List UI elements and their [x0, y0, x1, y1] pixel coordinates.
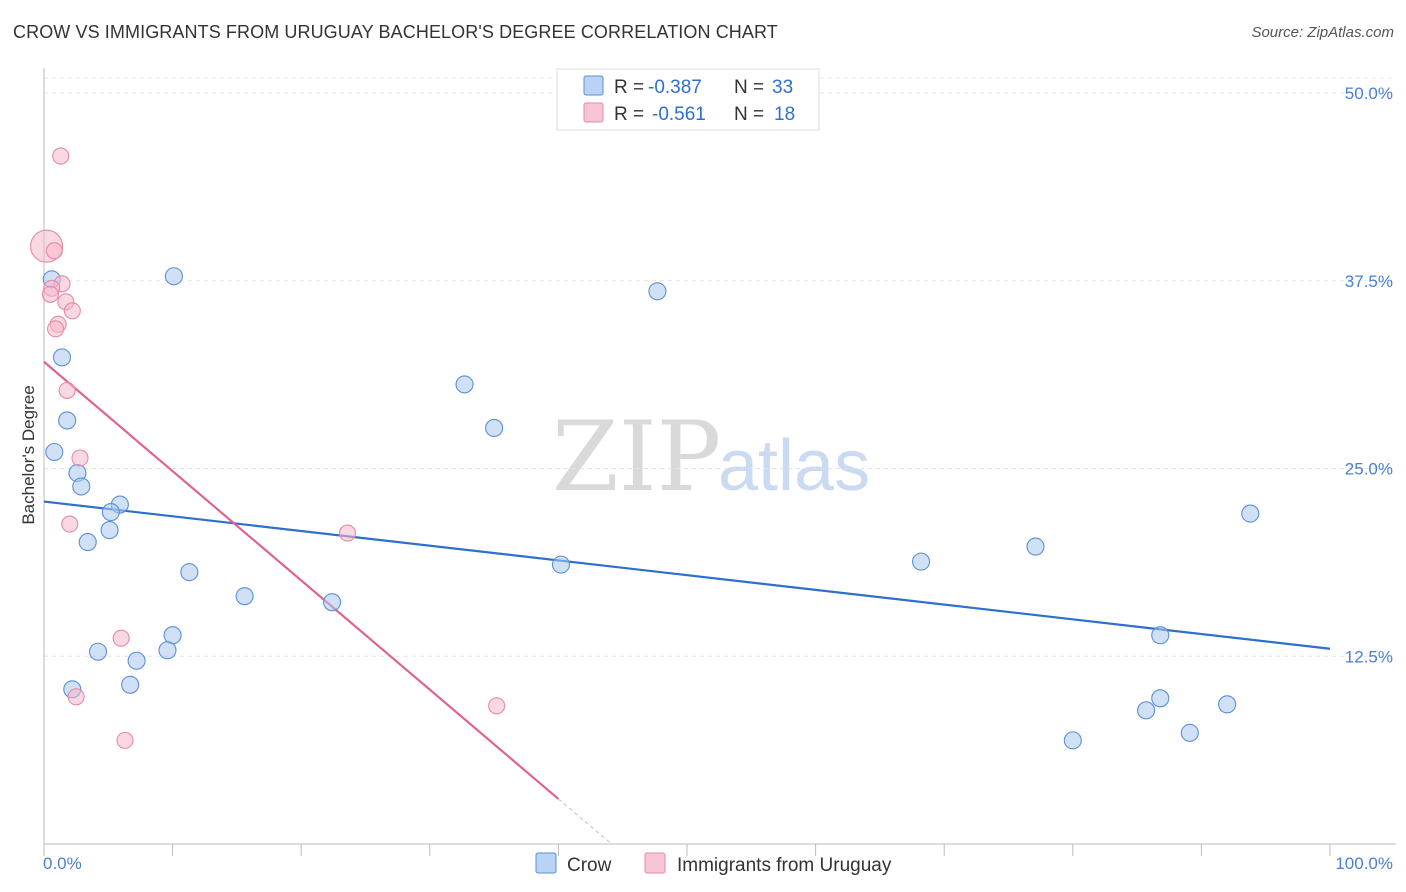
point-crow-16 — [88, 642, 108, 661]
point-uruguay-10 — [58, 381, 76, 399]
point-crow-14 — [163, 626, 182, 645]
point-crow-17 — [127, 651, 146, 670]
point-crow-2 — [58, 411, 77, 430]
point-crow-31 — [1218, 695, 1237, 714]
point-uruguay-14 — [112, 629, 130, 647]
point-crow-5 — [72, 477, 91, 496]
y-tick-label-3: 50.0% — [1345, 84, 1393, 103]
point-uruguay-11 — [71, 449, 89, 467]
point-uruguay-12 — [61, 515, 79, 533]
point-crow-30 — [1180, 723, 1199, 742]
point-uruguay-16 — [488, 697, 506, 715]
point-crow-15 — [158, 641, 177, 660]
y-axis-title: Bachelor's Degree — [19, 385, 38, 524]
point-crow-8 — [100, 521, 119, 540]
point-crow-32 — [1241, 504, 1260, 523]
legend-n-value-uruguay: 18 — [774, 104, 795, 125]
legend-r-value-crow: -0.387 — [648, 77, 702, 98]
y-tick-label-2: 37.5% — [1345, 272, 1393, 291]
tick-labels: 12.5% 25.0% 37.5% 50.0% 0.0% 100.0% — [43, 84, 1393, 873]
point-crow-23 — [648, 282, 667, 301]
point-uruguay-5 — [41, 285, 59, 303]
point-crow-27 — [1151, 626, 1170, 645]
x-tick-label-min: 0.0% — [43, 854, 82, 873]
trend-line-1 — [43, 361, 560, 800]
data-points — [30, 147, 1260, 750]
point-crow-18 — [121, 675, 140, 694]
chart-title: CROW VS IMMIGRANTS FROM URUGUAY BACHELOR… — [13, 22, 778, 42]
point-crow-1 — [52, 348, 72, 367]
correlation-legend: R = -0.387 N = 33 R = -0.561 N = 18 — [556, 68, 820, 131]
legend-n-value-crow: 33 — [772, 77, 793, 98]
point-crow-20 — [455, 375, 474, 394]
point-crow-29 — [1151, 689, 1170, 708]
point-crow-25 — [1026, 537, 1045, 556]
legend-swatch-crow — [583, 75, 604, 96]
bottom-legend-label-crow: Crow — [567, 855, 612, 876]
point-crow-10 — [180, 563, 199, 582]
point-crow-7 — [101, 503, 120, 522]
point-crow-9 — [78, 533, 97, 552]
source-label: Source: ZipAtlas.com — [1251, 24, 1394, 41]
point-crow-12 — [323, 593, 342, 612]
point-crow-26 — [1063, 731, 1082, 750]
series-legend: Crow Immigrants from Uruguay — [535, 852, 892, 876]
point-crow-22 — [551, 555, 571, 574]
y-tick-label-0: 12.5% — [1345, 647, 1393, 666]
bottom-legend-swatch-uruguay — [644, 852, 666, 874]
point-crow-24 — [912, 552, 931, 571]
point-crow-11 — [235, 587, 254, 606]
point-crow-21 — [485, 418, 504, 438]
point-uruguay-7 — [63, 302, 81, 320]
point-uruguay-0 — [52, 147, 70, 165]
bottom-legend-label-uruguay: Immigrants from Uruguay — [677, 855, 892, 876]
bottom-legend-swatch-crow — [535, 852, 557, 874]
watermark-zip: ZIP — [552, 401, 721, 513]
gridlines — [44, 77, 1396, 657]
x-tick-label-max: 100.0% — [1335, 854, 1393, 873]
legend-r-label-uruguay: R = — [614, 104, 644, 125]
trend-line-extension-1 — [558, 798, 611, 843]
axes — [43, 68, 1396, 856]
point-uruguay-15 — [67, 688, 85, 706]
trend-lines — [43, 361, 1331, 843]
legend-swatch-uruguay — [583, 102, 604, 123]
point-uruguay-2 — [45, 242, 63, 260]
point-crow-28 — [1137, 701, 1156, 720]
point-crow-13 — [164, 267, 183, 286]
watermark-atlas: atlas — [718, 426, 870, 506]
legend-r-label-crow: R = — [614, 77, 644, 98]
legend-n-label-uruguay: N = — [734, 104, 764, 125]
y-tick-label-1: 25.0% — [1345, 460, 1393, 479]
point-crow-3 — [45, 442, 64, 462]
trend-line-0 — [43, 500, 1331, 650]
legend-r-value-uruguay: -0.561 — [652, 104, 706, 125]
point-uruguay-17 — [116, 731, 134, 749]
point-uruguay-13 — [338, 524, 357, 542]
legend-n-label-crow: N = — [734, 77, 764, 98]
point-uruguay-9 — [47, 320, 65, 338]
